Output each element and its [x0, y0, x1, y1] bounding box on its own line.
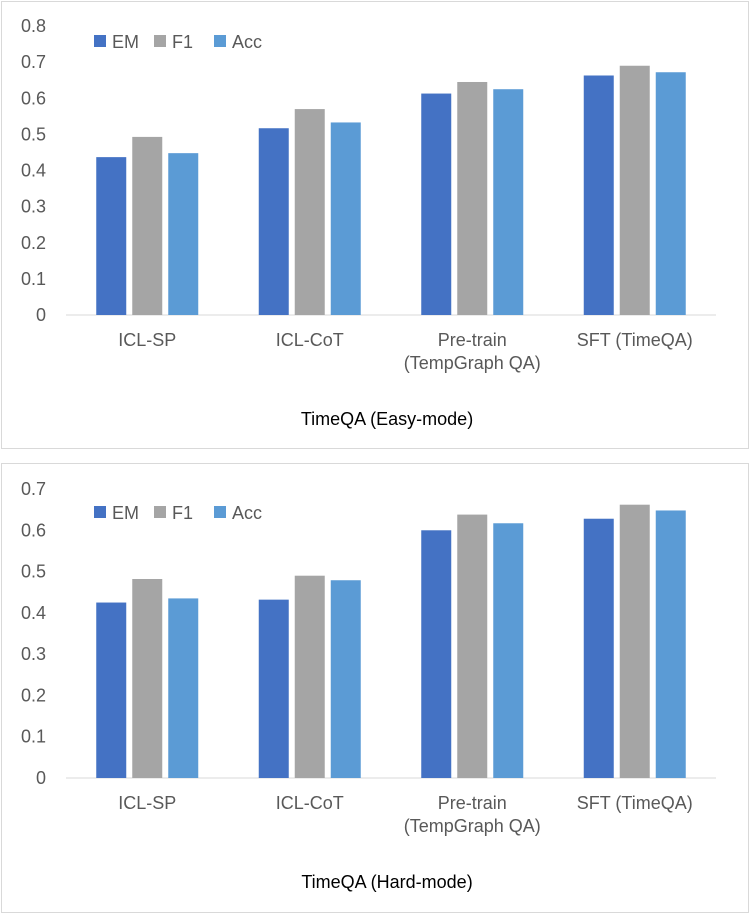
y-tick-label: 0.5 — [21, 124, 46, 144]
y-tick-label: 0 — [36, 305, 46, 325]
bar-acc-0 — [168, 598, 199, 778]
bar-em-0 — [96, 602, 127, 778]
bar-acc-3 — [655, 510, 686, 778]
chart-hard-mode: 0 0.1 0.2 0.3 0.4 0.5 0.6 0.7 ICL-SP ICL-CoT Pre-t… — [21, 479, 716, 892]
x-axis-title: TimeQA (Hard-mode) — [301, 872, 472, 892]
legend-label-em: EM — [112, 32, 139, 52]
x-axis-title: TimeQA (Easy-mode) — [301, 409, 473, 429]
y-tick-label: 0.6 — [21, 88, 46, 108]
y-tick-label: 0.7 — [21, 479, 46, 499]
legend-swatch-em — [94, 35, 106, 47]
bar-em-3 — [583, 518, 614, 778]
bar-acc-1 — [330, 122, 361, 315]
y-tick-label: 0.2 — [21, 685, 46, 705]
y-tick-label: 0.4 — [21, 603, 46, 623]
y-tick-label: 0.7 — [21, 52, 46, 72]
legend-swatch-em — [94, 506, 106, 518]
y-tick-label: 0 — [36, 768, 46, 788]
y-tick-label: 0.4 — [21, 161, 46, 181]
category-label: SFT (TimeQA) — [577, 793, 693, 813]
bar-em-1 — [258, 128, 289, 315]
legend-swatch-acc — [214, 35, 226, 47]
bar-f1-2 — [457, 81, 488, 316]
bar-em-3 — [583, 75, 614, 316]
category-label: ICL-CoT — [276, 330, 344, 350]
y-tick-label: 0.2 — [21, 233, 46, 253]
bar-f1-3 — [619, 65, 650, 315]
bar-f1-1 — [294, 109, 325, 316]
y-tick-label: 0.1 — [21, 727, 46, 747]
bar-em-0 — [96, 157, 127, 315]
bar-em-2 — [421, 93, 452, 316]
chart-panel-hard: 0 0.1 0.2 0.3 0.4 0.5 0.6 0.7 ICL-SP ICL-CoT Pre-t… — [1, 463, 749, 913]
legend-swatch-f1 — [154, 506, 166, 518]
category-label: SFT (TimeQA) — [577, 330, 693, 350]
bar-acc-3 — [655, 72, 686, 316]
bar-f1-1 — [294, 575, 325, 778]
bar-acc-2 — [493, 523, 524, 778]
category-label: ICL-CoT — [276, 793, 344, 813]
bar-em-2 — [421, 530, 452, 778]
bar-acc-2 — [493, 89, 524, 315]
y-tick-label: 0.5 — [21, 562, 46, 582]
bar-acc-0 — [168, 153, 199, 315]
y-tick-label: 0.8 — [21, 16, 46, 36]
bar-f1-0 — [132, 136, 163, 315]
legend-swatch-f1 — [154, 35, 166, 47]
y-tick-label: 0.3 — [21, 644, 46, 664]
y-tick-label: 0.1 — [21, 269, 46, 289]
category-label: ICL-SP — [118, 330, 176, 350]
bar-f1-3 — [619, 504, 650, 778]
legend-swatch-acc — [214, 506, 226, 518]
y-tick-label: 0.6 — [21, 520, 46, 540]
bar-acc-1 — [330, 580, 361, 778]
y-tick-label: 0.3 — [21, 197, 46, 217]
bar-f1-2 — [457, 514, 488, 778]
bar-f1-0 — [132, 579, 163, 778]
legend-label-f1: F1 — [172, 32, 193, 52]
legend-label-acc: Acc — [232, 32, 262, 52]
category-label: Pre-train (TempGraph QA) — [404, 793, 541, 836]
legend-label-acc: Acc — [232, 503, 262, 523]
chart-easy-mode: 0 0.1 0.2 0.3 0.4 0.5 0.6 0.7 0.8 ICL-SP ICL-CoT Pr… — [21, 16, 716, 429]
legend-label-f1: F1 — [172, 503, 193, 523]
chart-panel-easy: 0 0.1 0.2 0.3 0.4 0.5 0.6 0.7 0.8 ICL-SP ICL-CoT Pr… — [1, 1, 749, 449]
bar-em-1 — [258, 599, 289, 778]
category-label: ICL-SP — [118, 793, 176, 813]
legend-label-em: EM — [112, 503, 139, 523]
category-label: Pre-train (TempGraph QA) — [404, 330, 541, 373]
